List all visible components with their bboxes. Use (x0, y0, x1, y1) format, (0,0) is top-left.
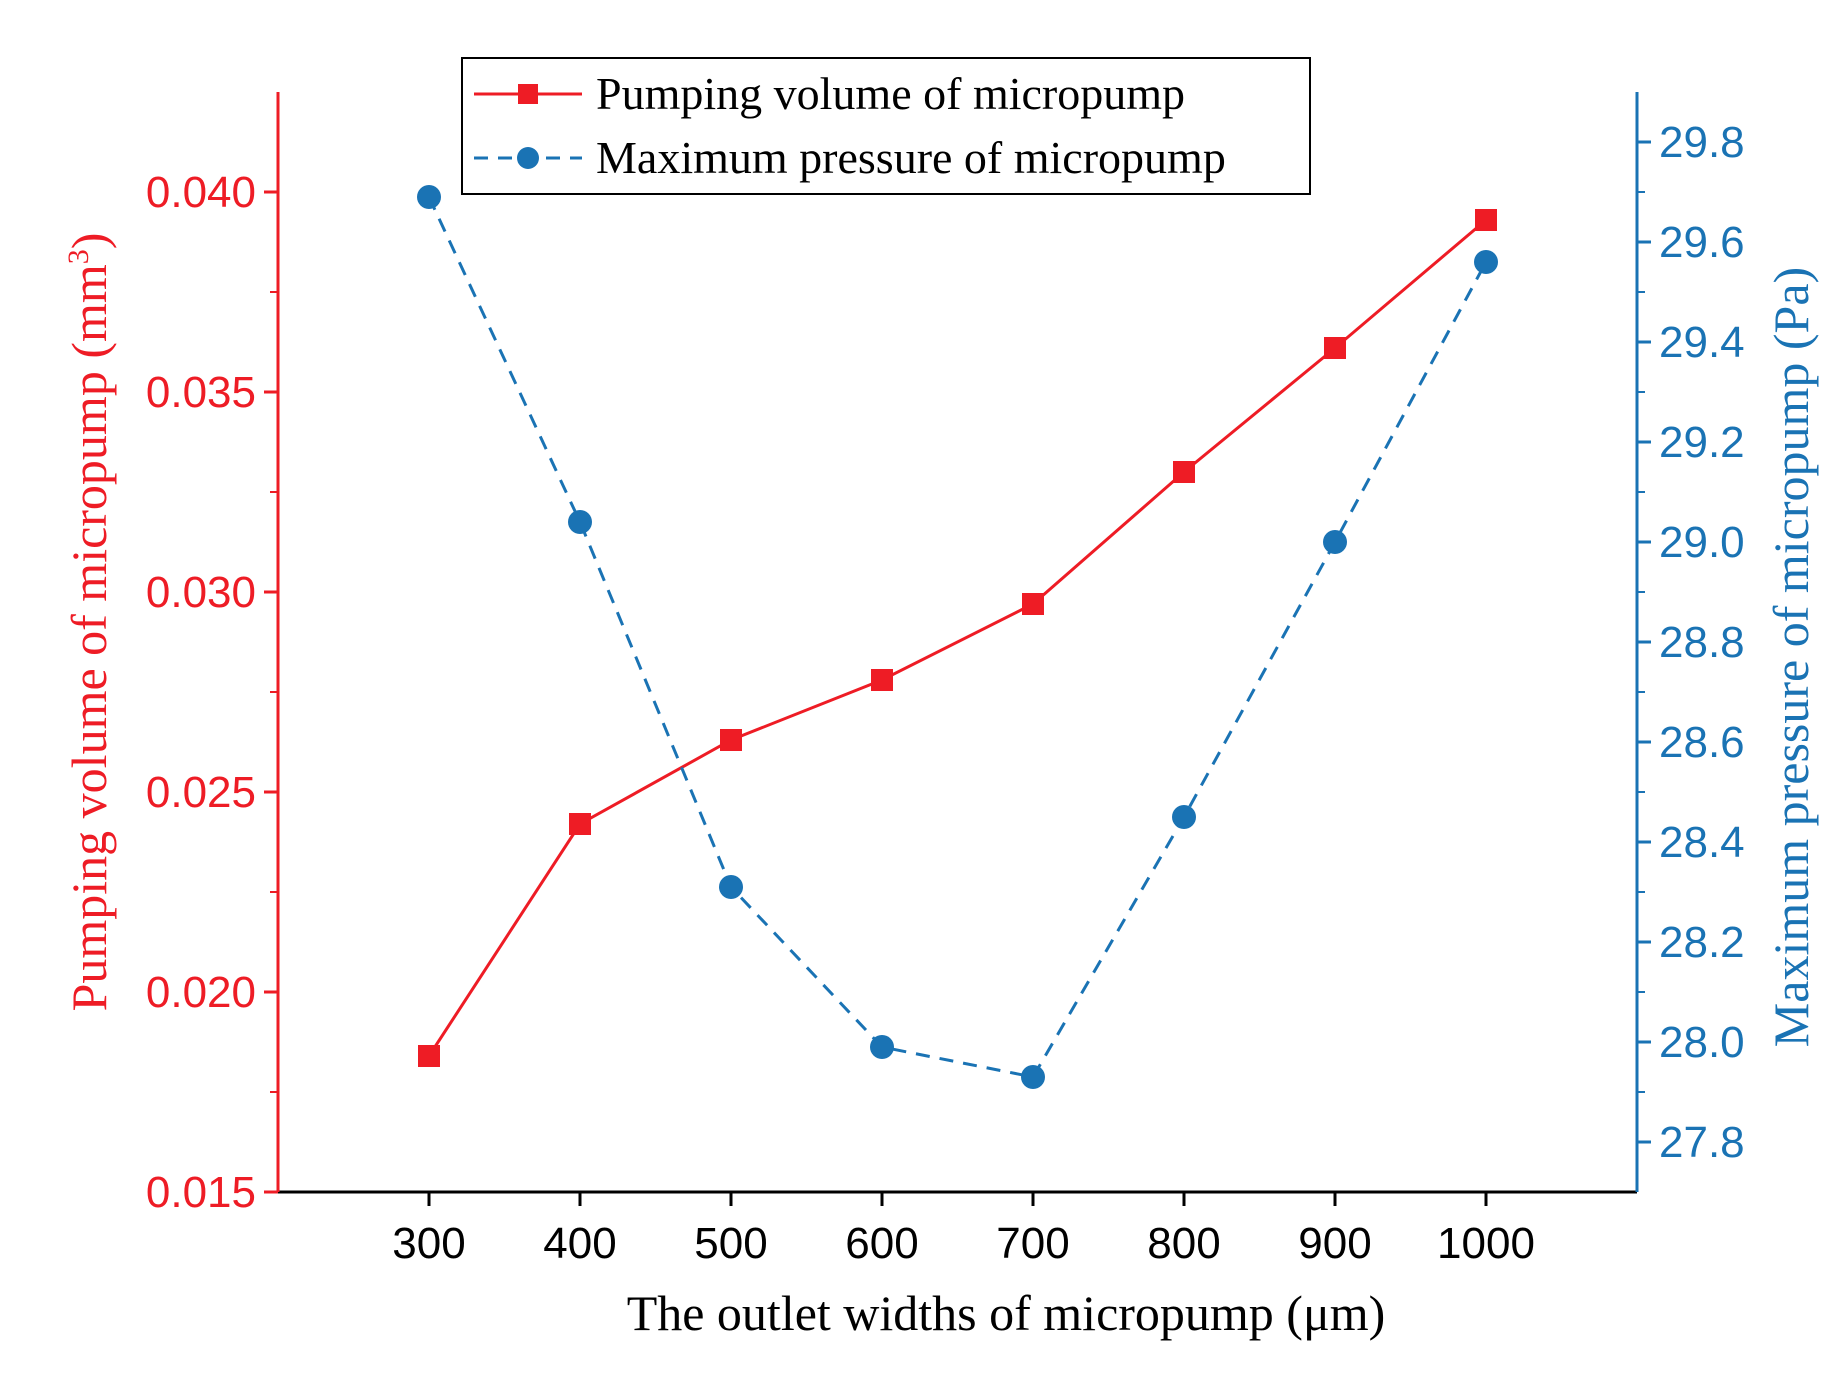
y-left-tick-label: 0.025 (146, 768, 256, 817)
y-left-tick-label: 0.015 (146, 1168, 256, 1217)
y-right-tick-label: 29.8 (1659, 118, 1745, 167)
legend-box (461, 57, 1311, 195)
data-point-pumping-volume (1475, 209, 1497, 231)
y-left-axis-title-main: Pumping volume of micropump (mm (61, 264, 117, 1011)
y-right-tick-label: 28.6 (1659, 718, 1745, 767)
x-tick-label: 900 (1298, 1219, 1371, 1268)
x-tick-label: 1000 (1437, 1219, 1535, 1268)
data-point-max-pressure (1172, 805, 1196, 829)
data-point-pumping-volume (1173, 461, 1195, 483)
x-axis-title: The outlet widths of micropump (μm) (627, 1285, 1386, 1341)
y-left-tick-label: 0.030 (146, 568, 256, 617)
series-group (417, 185, 1498, 1089)
y-right-tick-label: 28.4 (1659, 818, 1745, 867)
x-tick-label: 600 (845, 1219, 918, 1268)
y-left-tick-label: 0.040 (146, 168, 256, 217)
data-point-max-pressure (719, 875, 743, 899)
legend-label-max-pressure: Maximum pressure of micropump (596, 132, 1226, 183)
y-right-tick-label: 29.2 (1659, 418, 1745, 467)
series-line-max-pressure (427, 196, 1488, 1079)
data-point-max-pressure (568, 510, 592, 534)
y-right-tick-label: 28.0 (1659, 1018, 1745, 1067)
y-left-axis-title: Pumping volume of micropump (mm3) (61, 233, 117, 1012)
y-right-tick-label: 29.4 (1659, 318, 1745, 367)
y-left-tick-label: 0.035 (146, 368, 256, 417)
data-point-max-pressure (417, 185, 441, 209)
y-right-tick-label: 29.6 (1659, 218, 1745, 267)
legend-label-pumping-volume: Pumping volume of micropump (596, 68, 1185, 119)
y-left-axis-title-superscript: 3 (62, 249, 95, 264)
data-point-max-pressure (1474, 250, 1498, 274)
y-left-axis-title-end: ) (61, 233, 117, 250)
x-tick-label: 300 (392, 1219, 465, 1268)
data-point-max-pressure (1021, 1065, 1045, 1089)
y-right-tick-label: 28.8 (1659, 618, 1745, 667)
data-point-pumping-volume (871, 669, 893, 691)
data-point-pumping-volume (1324, 337, 1346, 359)
y-right-axis-title: Maximum pressure of micropump (Pa) (1763, 267, 1819, 1047)
data-point-max-pressure (1323, 530, 1347, 554)
axes-group: 300 400 500 600 700 800 900 1000 0.015 0.020 0.025… (146, 92, 1745, 1268)
y-right-tick-label: 29.0 (1659, 518, 1745, 567)
series-line-pumping-volume (427, 218, 1487, 1057)
x-tick-label: 800 (1147, 1219, 1220, 1268)
y-left-tick-label: 0.020 (146, 968, 256, 1017)
x-tick-label: 700 (996, 1219, 1069, 1268)
data-point-pumping-volume (720, 729, 742, 751)
legend: Pumping volume of micropump Maximum pres… (461, 57, 1311, 195)
x-tick-label: 500 (694, 1219, 767, 1268)
data-point-pumping-volume (1022, 593, 1044, 615)
legend-marker-pumping-volume (518, 84, 538, 104)
legend-marker-max-pressure (517, 147, 539, 169)
data-point-pumping-volume (418, 1045, 440, 1067)
y-right-tick-label: 27.8 (1659, 1118, 1745, 1167)
data-point-pumping-volume (569, 813, 591, 835)
data-point-max-pressure (870, 1035, 894, 1059)
y-right-tick-label: 28.2 (1659, 918, 1745, 967)
x-tick-label: 400 (543, 1219, 616, 1268)
